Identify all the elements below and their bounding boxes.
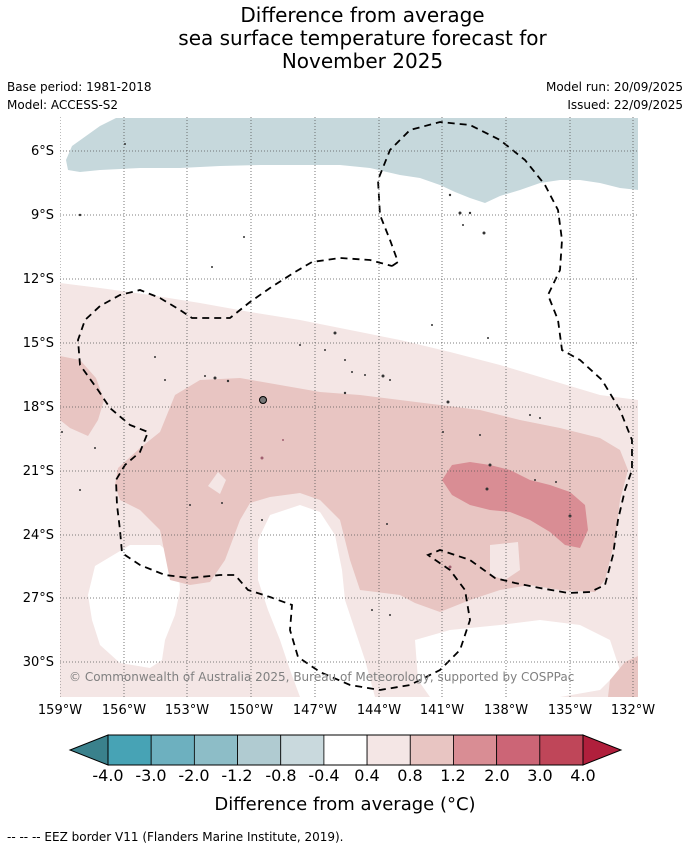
copyright-notice: © Commonwealth of Australia 2025, Bureau… [69,670,574,684]
title-line-1: Difference from average [240,3,485,27]
colorbar-segment [366,734,411,766]
colorbar-segment [107,734,152,766]
cb-label: 0.8 [397,766,423,785]
lat-label-18s: 18°S [22,400,54,415]
cb-label: -3.0 [135,766,167,785]
eez-border [77,121,633,691]
lon-label-135w: 135°W [547,703,593,718]
gridlines [60,117,638,697]
title-line-3: November 2025 [281,49,444,73]
lat-label-15s: 15°S [22,336,54,351]
lon-label-159w: 159°W [37,703,83,718]
cb-label: -0.4 [308,766,340,785]
cb-label: -2.0 [178,766,210,785]
cb-label: 3.0 [527,766,553,785]
neutral-spot [208,472,226,494]
colorbar-segment [280,734,325,766]
warm-anomaly-medium-west [60,356,104,436]
warm-anomaly-strong [442,462,588,548]
colorbar-frame [107,734,584,766]
colorbar-over-arrow [582,734,623,766]
colorbar-title: Difference from average (°C) [214,794,476,815]
colorbar-segment [409,734,454,766]
cb-label: 4.0 [570,766,596,785]
base-period: Base period: 1981-2018 [7,80,152,94]
colorbar-segment [539,734,584,766]
colorbar-segment [323,734,368,766]
title-line-2: sea surface temperature forecast for [178,26,547,50]
lon-label-132w: 132°W [610,703,656,718]
light-spot-south [60,478,70,510]
cool-anomaly-region [66,118,638,203]
lat-label-6s: 6°S [30,144,54,159]
cb-label: 0.4 [354,766,380,785]
lon-label-147w: 147°W [292,703,338,718]
issued-date: Issued: 22/09/2025 [567,98,683,112]
lon-label-153w: 153°W [164,703,210,718]
light-spot-east [490,542,520,580]
chart-title: Difference from average sea surface temp… [0,4,690,73]
lat-label-9s: 9°S [30,208,54,223]
colorbar-segment [150,734,195,766]
map-area: © Commonwealth of Australia 2025, Bureau… [60,117,638,697]
islands [61,143,572,616]
cb-label: -1.2 [221,766,253,785]
eez-footnote: -- -- -- EEZ border V11 (Flanders Marine… [7,830,344,844]
meta-left: Base period: 1981-2018 Model: ACCESS-S2 [7,78,152,114]
lon-label-138w: 138°W [483,703,529,718]
warm-anomaly-medium-southeast [608,656,638,697]
lat-label-12s: 12°S [22,272,54,287]
colorbar-under-arrow [68,734,109,766]
cb-label: 1.2 [440,766,466,785]
neutral-pocket-south [415,620,620,697]
model-run: Model run: 20/09/2025 [545,80,683,94]
cb-label: -4.0 [92,766,124,785]
colorbar-segment [496,734,541,766]
lon-label-150w: 150°W [228,703,274,718]
lat-label-30s: 30°S [22,655,54,670]
colorbar-segment [193,734,238,766]
colorbar-segments [107,734,584,766]
cb-label: -0.8 [265,766,297,785]
lon-label-156w: 156°W [101,703,147,718]
lon-label-141w: 141°W [419,703,465,718]
lat-label-21s: 21°S [22,464,54,479]
model-name: Model: ACCESS-S2 [7,98,119,112]
colorbar [68,734,623,766]
meta-right: Model run: 20/09/2025 Issued: 22/09/2025 [546,78,683,114]
neutral-pocket-west [88,545,180,668]
colorbar-segment [237,734,282,766]
lat-label-27s: 27°S [22,591,54,606]
cb-label: 2.0 [484,766,510,785]
colorbar-segment [453,734,498,766]
lat-label-24s: 24°S [22,528,54,543]
neutral-pocket-central [258,505,375,697]
lon-label-144w: 144°W [356,703,402,718]
